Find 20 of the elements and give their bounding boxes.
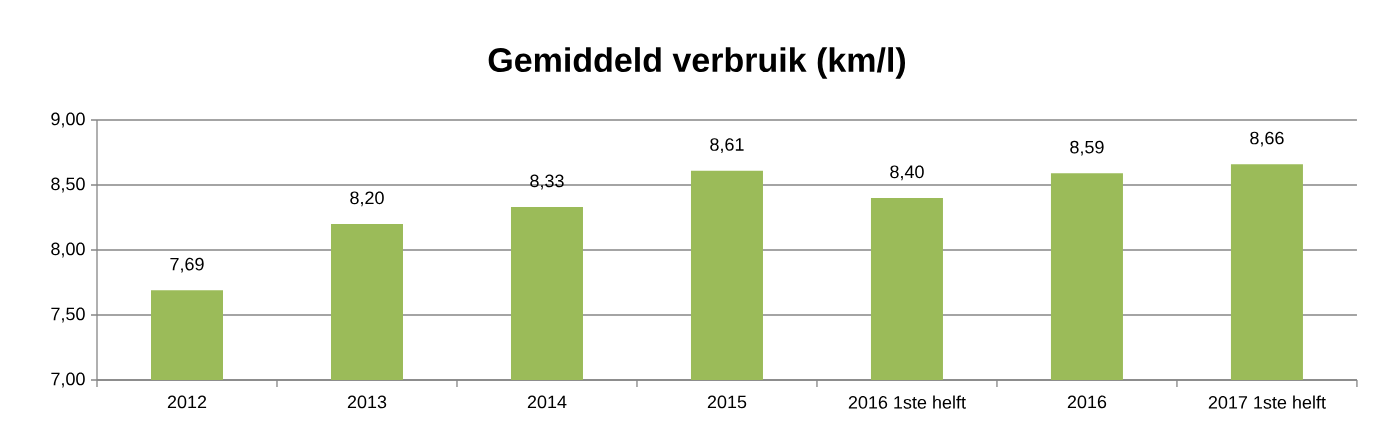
y-tick-label: 7,00 xyxy=(51,372,85,388)
data-label: 8,33 xyxy=(530,174,564,190)
y-tick-label: 7,50 xyxy=(51,307,85,323)
x-tick-label: 2017 1ste helft xyxy=(1208,395,1326,409)
x-tick-label: 2013 xyxy=(347,395,387,409)
data-label: 8,59 xyxy=(1070,140,1104,156)
data-label: 7,69 xyxy=(170,257,204,273)
y-tick-label: 9,00 xyxy=(51,112,85,128)
x-tick-label: 2012 xyxy=(167,395,207,409)
y-tick-label: 8,00 xyxy=(51,242,85,258)
data-label: 8,66 xyxy=(1250,131,1284,147)
chart-title: Gemiddeld verbruik (km/l) xyxy=(488,47,906,79)
y-tick-label: 8,50 xyxy=(51,177,85,193)
x-tick-label: 2015 xyxy=(707,395,747,409)
x-tick-label: 2014 xyxy=(527,395,567,409)
data-label: 8,40 xyxy=(890,165,924,181)
x-tick-label: 2016 xyxy=(1067,395,1107,409)
data-label: 8,20 xyxy=(350,191,384,207)
data-label: 8,61 xyxy=(710,138,744,153)
x-tick-label: 2016 1ste helft xyxy=(848,395,966,409)
